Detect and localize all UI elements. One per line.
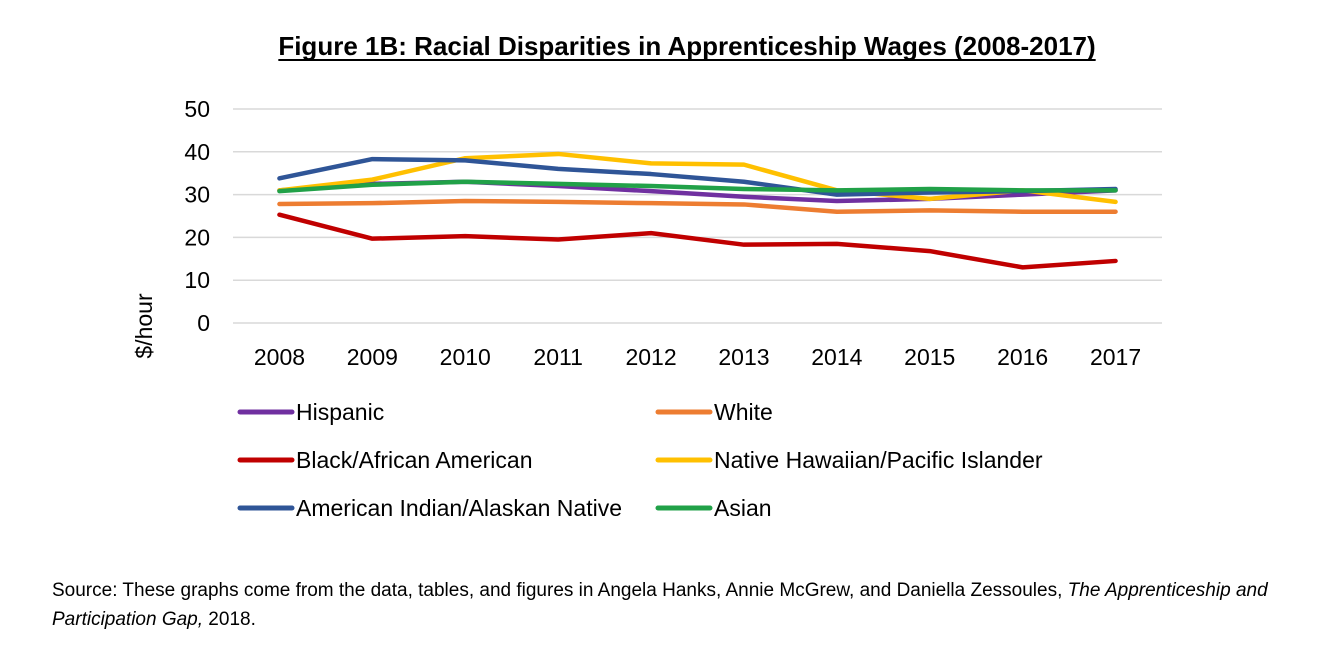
x-tick-label: 2011 [533, 344, 582, 370]
source-note: Source: These graphs come from the data,… [52, 576, 1282, 634]
legend-label: American Indian/Alaskan Native [296, 495, 622, 521]
y-tick-label: 30 [184, 182, 210, 208]
x-tick-label: 2014 [811, 344, 862, 370]
series-line-3 [277, 151, 1118, 205]
source-year: 2018. [203, 609, 256, 630]
series-lines [277, 151, 1118, 270]
series-line-1 [277, 198, 1118, 214]
gridlines [233, 108, 1162, 324]
x-tick-label: 2012 [625, 344, 676, 370]
y-tick-label: 20 [184, 224, 210, 250]
legend-label: Asian [714, 495, 772, 521]
legend-label: Native Hawaiian/Pacific Islander [714, 447, 1043, 473]
x-axis-ticks: 2008 2009 2010 2011 2012 2013 2014 2015 2016 2017 [254, 344, 1141, 370]
x-tick-label: 2015 [904, 344, 955, 370]
y-tick-label: 50 [184, 96, 210, 122]
legend-item: American Indian/Alaskan Native [237, 495, 622, 521]
source-text: Source: These graphs come from the data,… [52, 580, 1068, 601]
y-axis-label: $/hour [131, 293, 157, 359]
legend-item: Hispanic [237, 399, 384, 425]
legend-label: White [714, 399, 773, 425]
series-line-2 [277, 212, 1118, 270]
x-tick-label: 2008 [254, 344, 305, 370]
x-tick-label: 2016 [997, 344, 1048, 370]
legend-item: Asian [655, 495, 772, 521]
x-tick-label: 2017 [1090, 344, 1141, 370]
y-tick-label: 10 [184, 267, 210, 293]
y-tick-label: 0 [197, 310, 210, 336]
legend: Hispanic White Black/African American Nativ… [237, 399, 1043, 521]
legend-item: Black/African American [237, 447, 532, 473]
source-title: The Apprenticeship and Participation Gap… [52, 580, 1268, 630]
legend-item: White [655, 399, 773, 425]
y-tick-label: 40 [184, 139, 210, 165]
legend-label: Black/African American [296, 447, 532, 473]
legend-item: Native Hawaiian/Pacific Islander [655, 447, 1043, 473]
y-axis-ticks: 0 10 20 30 40 50 [184, 96, 210, 336]
x-tick-label: 2010 [440, 344, 491, 370]
series-line-5 [277, 179, 1118, 194]
x-tick-label: 2013 [718, 344, 769, 370]
chart-title: Figure 1B: Racial Disparities in Apprent… [278, 31, 1095, 61]
legend-label: Hispanic [296, 399, 384, 425]
x-tick-label: 2009 [347, 344, 398, 370]
